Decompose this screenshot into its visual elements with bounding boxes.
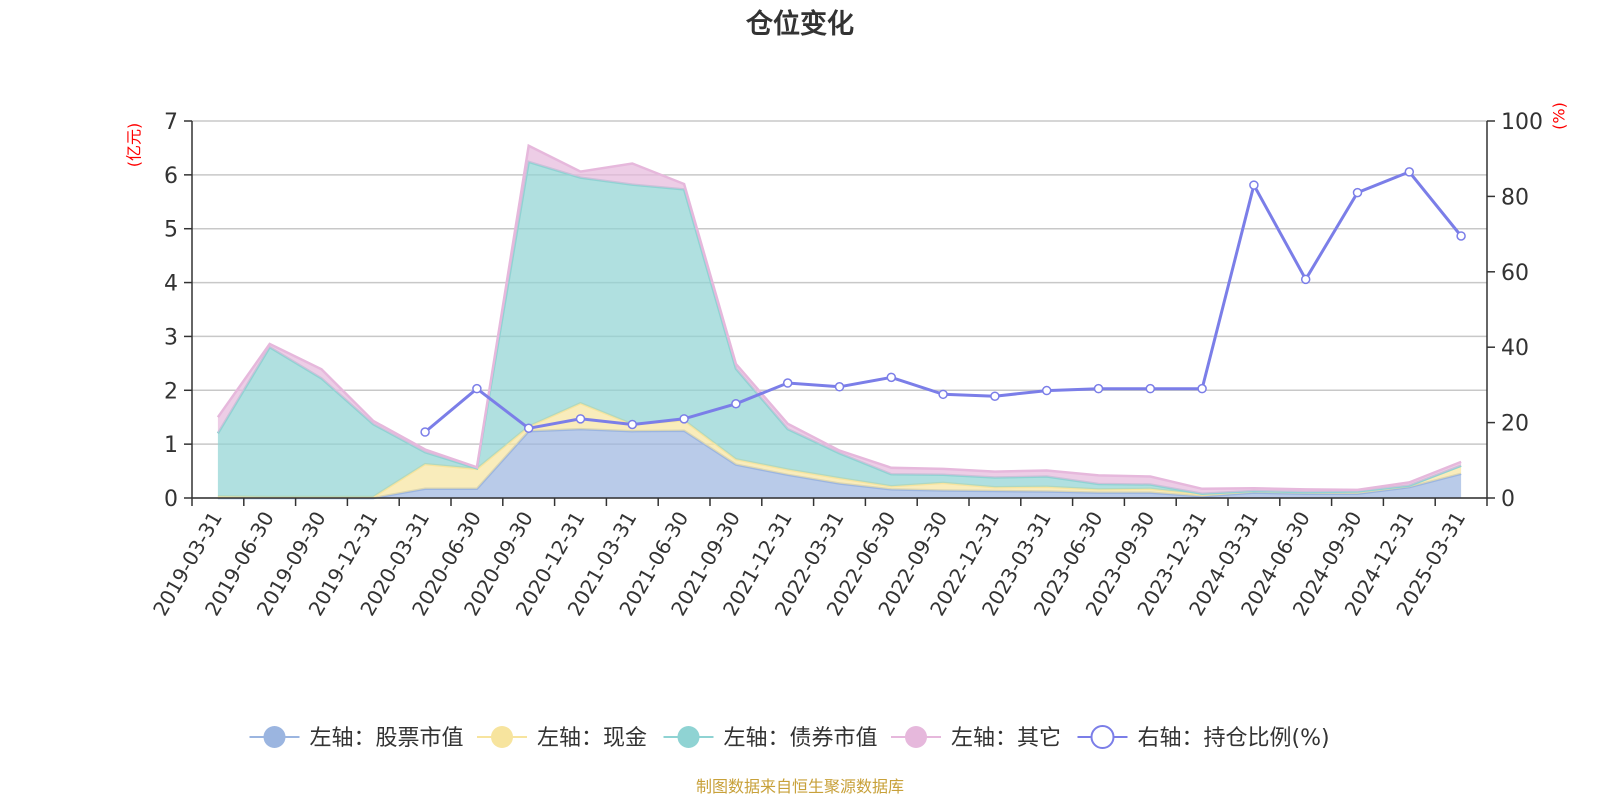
axes: 012345670204060801002019-03-312019-06-30… <box>148 110 1543 620</box>
ratio-point <box>679 414 689 424</box>
ratio-point <box>523 423 534 434</box>
legend-item: 左轴：现金 <box>477 726 647 751</box>
legend-item: 左轴：债券市值 <box>663 726 878 751</box>
ratio-point <box>782 378 793 388</box>
legend-item: 左轴：股票市值 <box>249 726 464 751</box>
left-axis-unit: (亿元) <box>125 123 144 168</box>
legend-label: 左轴：现金 <box>537 726 647 751</box>
ratio-point <box>990 391 1000 401</box>
left-tick-label: 0 <box>164 487 178 512</box>
legend-label: 右轴：持仓比例(%) <box>1138 726 1330 751</box>
right-tick-label: 80 <box>1501 185 1529 210</box>
right-tick-label: 20 <box>1501 412 1529 437</box>
ratio-point <box>1197 383 1207 394</box>
ratio-point <box>1041 385 1052 396</box>
right-tick-label: 40 <box>1501 336 1529 361</box>
legend-label: 左轴：债券市值 <box>724 726 878 751</box>
left-tick-label: 1 <box>164 433 178 458</box>
left-tick-label: 5 <box>164 218 178 243</box>
left-tick-label: 2 <box>164 379 178 404</box>
right-tick-label: 60 <box>1501 261 1529 286</box>
ratio-point <box>1404 167 1415 177</box>
ratio-point <box>627 419 638 430</box>
area-1 <box>217 429 1462 498</box>
ratio-point <box>420 427 430 437</box>
ratio-point <box>886 372 897 383</box>
legend: 左轴：股票市值 左轴：现金 左轴：债券市值 左轴：其它 右轴：持仓比例(%) <box>249 725 1330 751</box>
ratio-point <box>1145 383 1156 394</box>
right-tick-label: 0 <box>1501 487 1515 512</box>
holding-ratio-line <box>420 167 1466 437</box>
chart-title: 仓位变化 <box>745 8 854 40</box>
legend-label: 左轴：其它 <box>951 726 1061 751</box>
ratio-point <box>1300 274 1311 285</box>
area-edge-4 <box>216 143 1462 492</box>
legend-marker <box>905 726 927 748</box>
area-3 <box>217 161 1462 497</box>
ratio-point <box>938 389 948 400</box>
ratio-point <box>472 383 482 394</box>
stacked-areas <box>216 143 1462 500</box>
ratio-point <box>575 414 586 424</box>
left-tick-label: 4 <box>164 272 178 297</box>
ratio-point <box>834 382 845 392</box>
right-tick-label: 100 <box>1501 110 1543 135</box>
ratio-point <box>731 399 741 409</box>
legend-marker <box>677 726 700 748</box>
legend-marker <box>491 726 513 748</box>
ratio-point <box>1456 231 1466 241</box>
left-tick-label: 7 <box>164 110 178 135</box>
legend-item: 左轴：其它 <box>891 726 1061 751</box>
ratio-point <box>1249 180 1259 190</box>
right-axis-unit: (%) <box>1550 102 1569 130</box>
legend-marker <box>1090 725 1115 749</box>
left-tick-label: 3 <box>164 325 178 350</box>
left-tick-label: 6 <box>164 164 178 189</box>
legend-label: 左轴：股票市值 <box>310 726 464 751</box>
ratio-point <box>1093 383 1104 394</box>
source-note: 制图数据来自恒生聚源数据库 <box>696 777 904 796</box>
legend-marker <box>263 726 286 748</box>
ratio-point <box>1352 187 1363 198</box>
legend-item: 右轴：持仓比例(%) <box>1077 725 1330 751</box>
